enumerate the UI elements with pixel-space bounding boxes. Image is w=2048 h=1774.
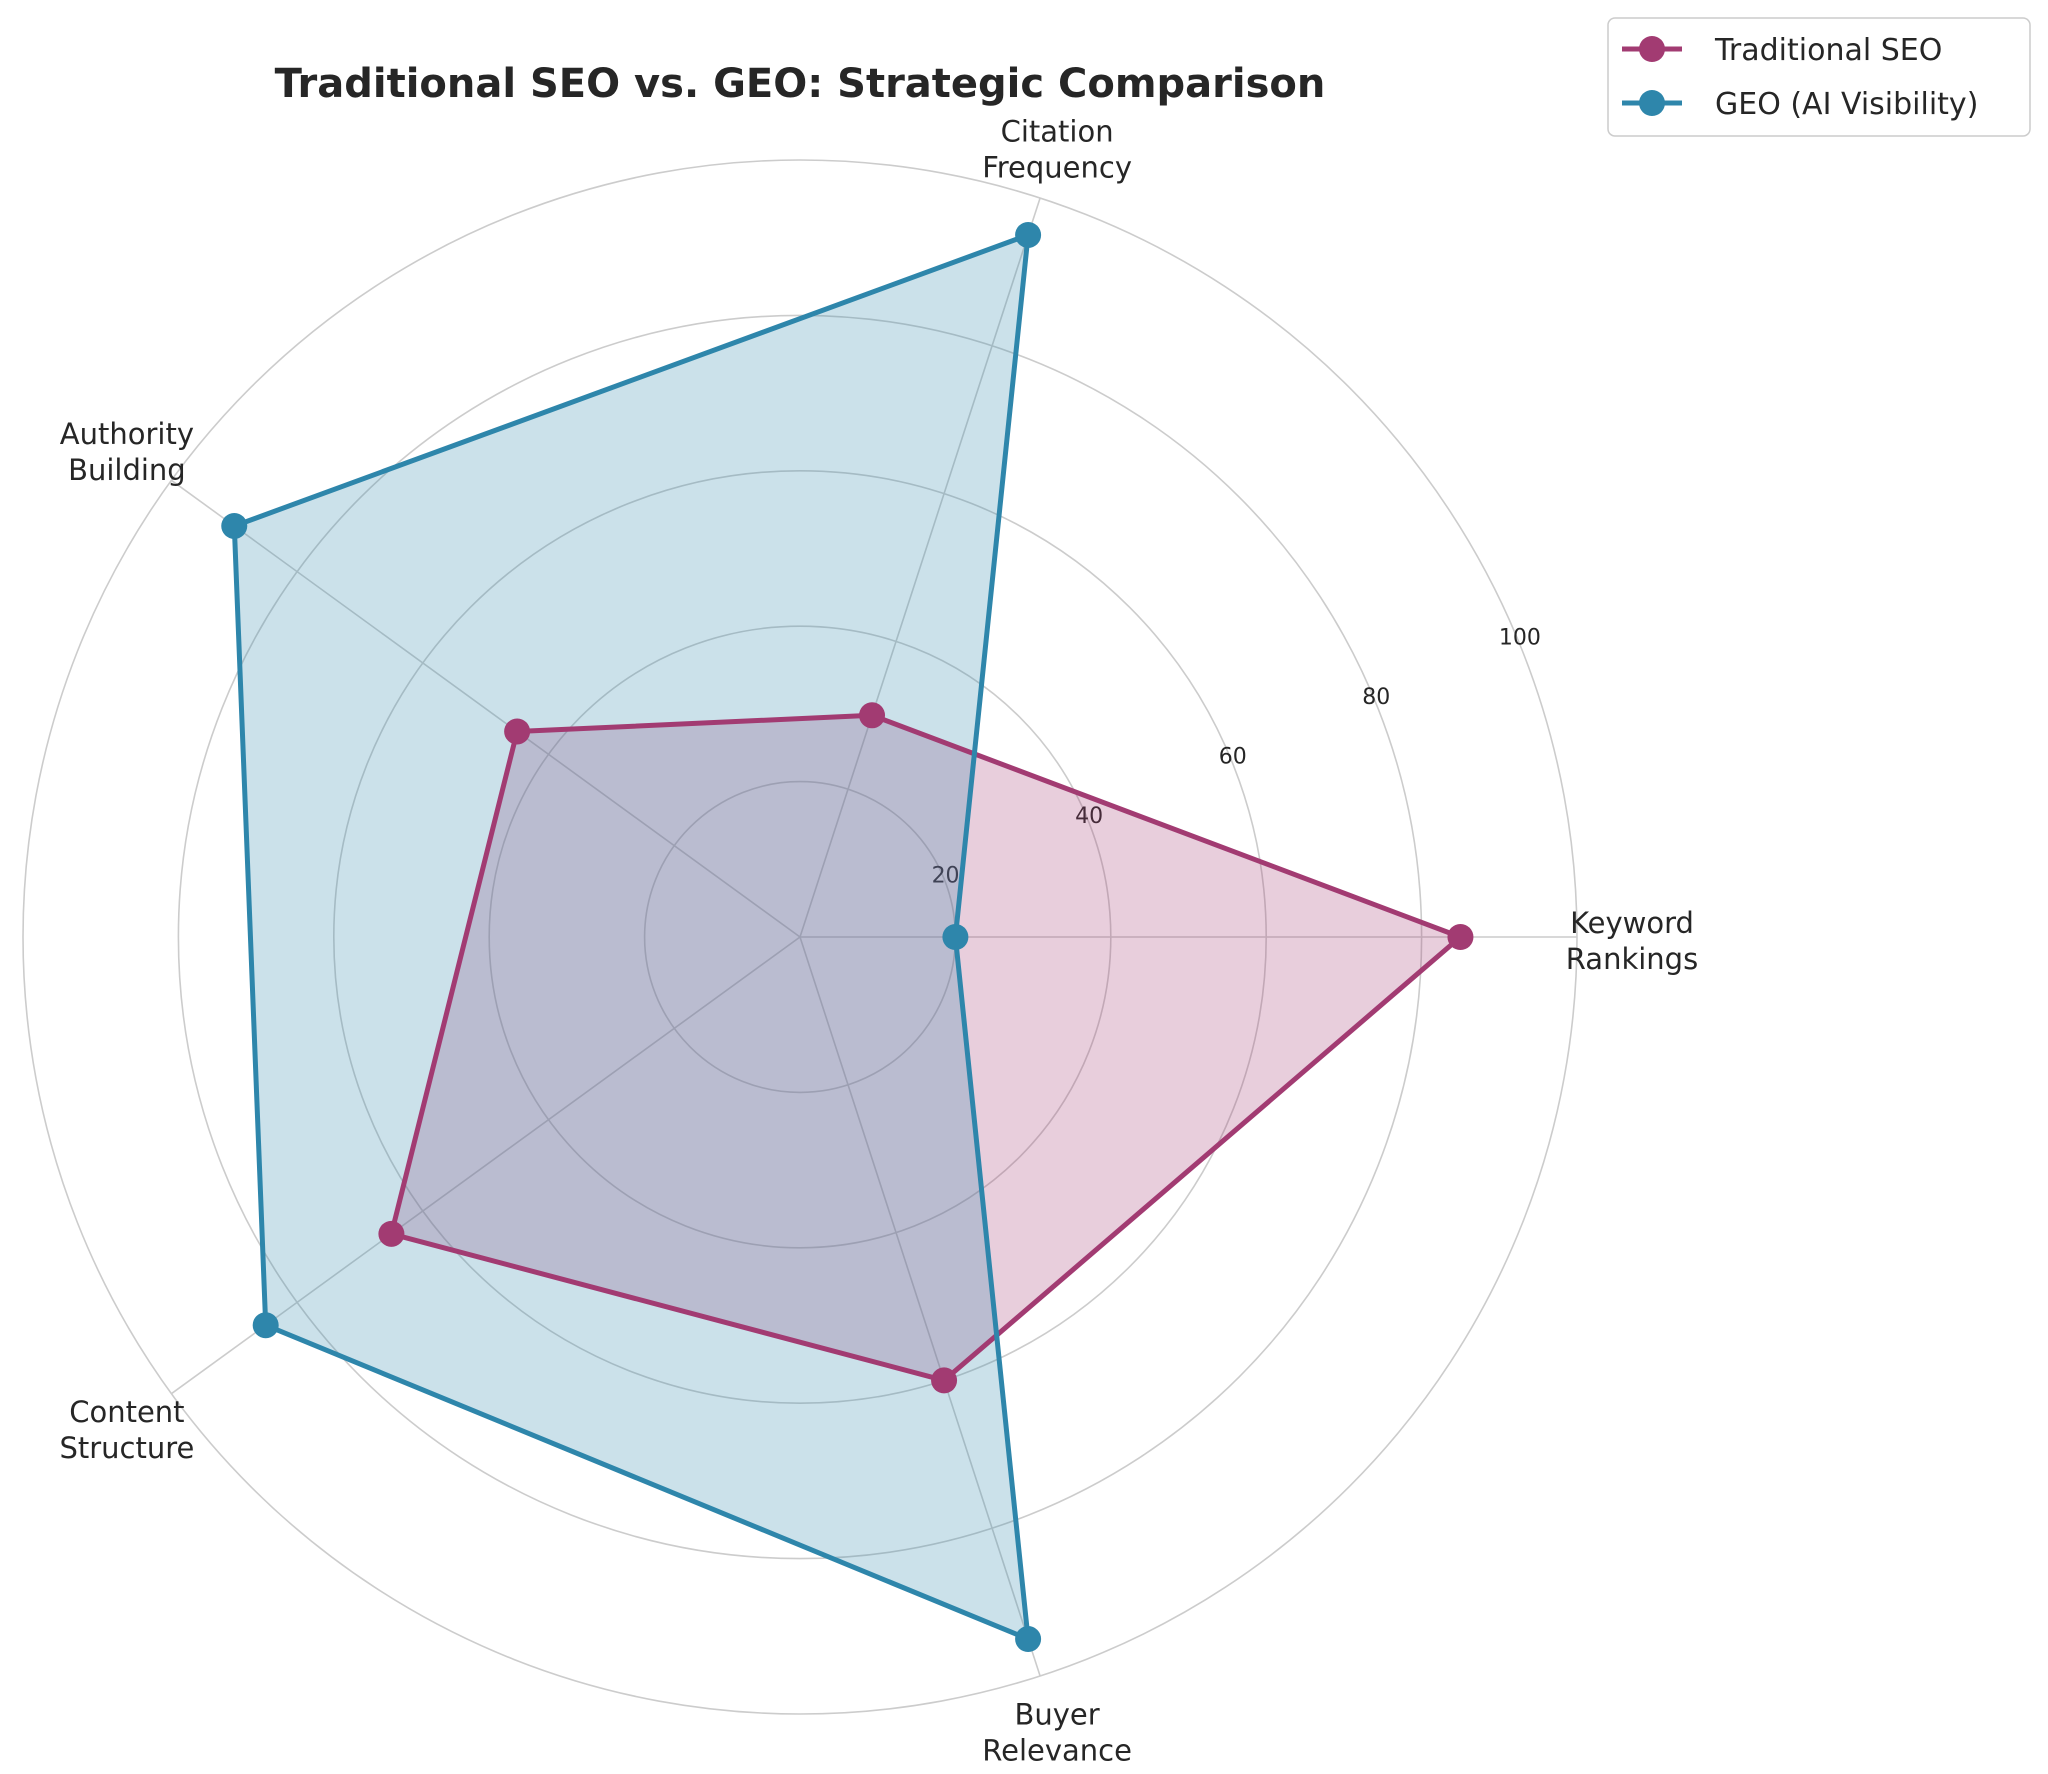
series-0-point-1: [859, 702, 886, 729]
tick-label-40: 40: [1075, 804, 1103, 829]
category-label-2-line-1: Building: [68, 453, 186, 487]
category-label-1-line-1: Frequency: [982, 151, 1132, 185]
polar-grid: 20 40 60 80 100: [22, 159, 1578, 1715]
series-fill-1: [234, 235, 1029, 1639]
grid-spoke-4: [799, 936, 1041, 1677]
series-1-point-0: [942, 924, 969, 950]
category-label-0-line-0: Keyword: [1570, 906, 1694, 940]
legend-marker-geo: [1639, 90, 1665, 116]
series-layer: [221, 221, 1474, 1653]
series-line-1: [231, 232, 1031, 1642]
category-label-3-line-0: Content: [69, 1395, 184, 1429]
category-label-0-line-1: Rankings: [1566, 942, 1698, 976]
category-label-1: Citation Frequency: [982, 115, 1132, 185]
tick-label-100: 100: [1499, 626, 1541, 651]
category-label-3-line-1: Structure: [59, 1431, 194, 1465]
legend-label-geo: GEO (AI Visibility): [1715, 87, 1978, 122]
tick-label-20: 20: [932, 864, 960, 889]
grid-spoke-2: [170, 479, 801, 938]
legend-label-traditional-seo: Traditional SEO: [1714, 33, 1942, 68]
legend: Traditional SEO GEO (AI Visibility): [1607, 17, 2031, 137]
legend-frame: [1607, 17, 2031, 137]
category-label-4-line-0: Buyer: [1015, 1697, 1100, 1731]
tick-label-60: 60: [1219, 745, 1247, 770]
chart-title: Traditional SEO vs. GEO: Strategic Compa…: [275, 61, 1326, 107]
series-0-point-4: [931, 1367, 958, 1394]
category-label-1-line-0: Citation: [1001, 115, 1114, 149]
category-label-4: Buyer Relevance: [982, 1697, 1132, 1767]
legend-marker-traditional-seo: [1639, 36, 1665, 62]
series-line-0: [388, 712, 1463, 1383]
category-label-2-line-0: Authority: [60, 417, 194, 451]
series-1-point-2: [221, 512, 248, 539]
tick-label-80: 80: [1362, 685, 1390, 710]
series-fill-0: [391, 715, 1461, 1381]
category-label-2: Authority Building: [60, 417, 194, 487]
series-0-point-3: [378, 1220, 405, 1247]
category-label-4-line-1: Relevance: [982, 1733, 1132, 1767]
grid-spoke-1: [799, 197, 1041, 938]
category-labels: Keyword Rankings Citation Frequency Authorit…: [59, 115, 1698, 1768]
series-0-point-0: [1447, 924, 1474, 950]
series-1-point-3: [252, 1312, 279, 1339]
category-label-0: Keyword Rankings: [1566, 906, 1698, 976]
series-1-point-1: [1015, 221, 1042, 248]
series-0-point-2: [504, 718, 531, 745]
category-label-3: Content Structure: [59, 1395, 194, 1465]
series-1-point-4: [1015, 1626, 1042, 1653]
